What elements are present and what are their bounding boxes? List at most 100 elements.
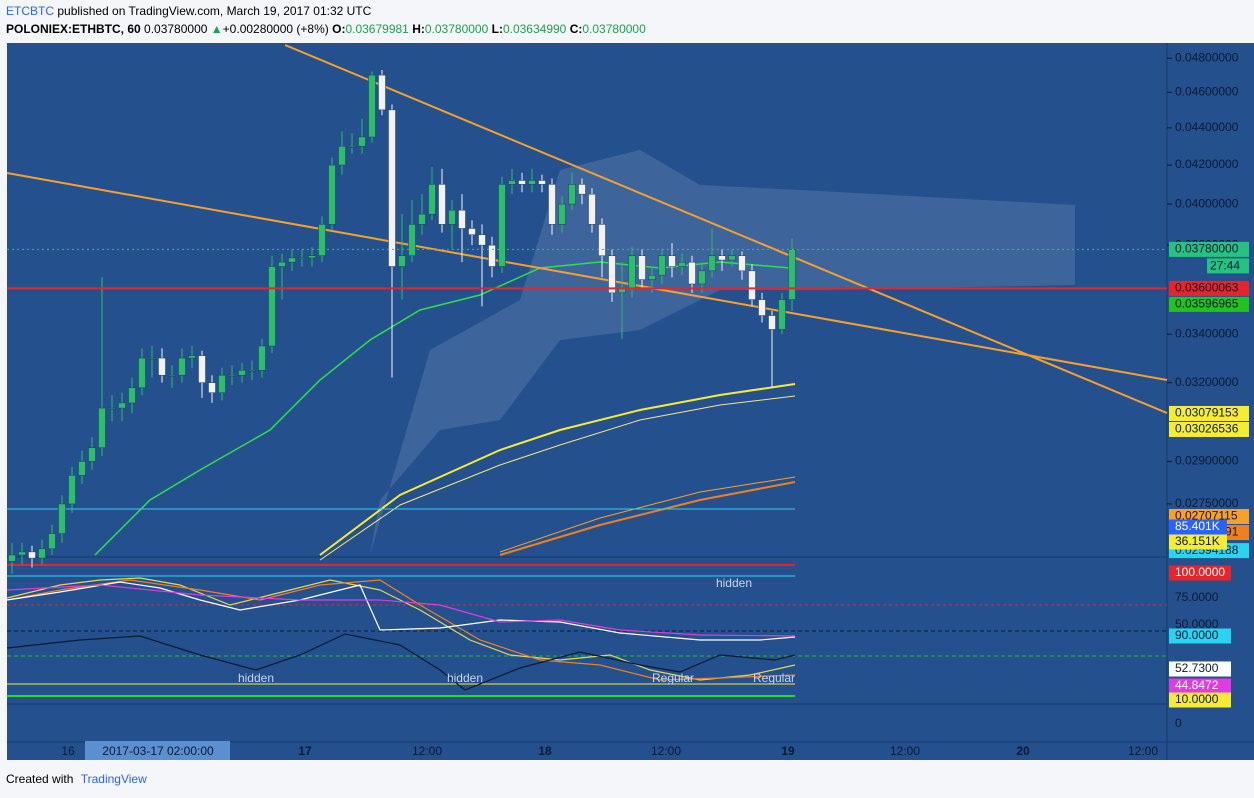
x-tick-label: 2017-03-17 02:00:00 <box>102 744 214 758</box>
candle-body <box>378 74 386 111</box>
candle-body <box>8 554 16 562</box>
candle-body <box>248 370 256 372</box>
high-value: 0.03780000 <box>424 22 489 36</box>
osc-label: 100.0000 <box>1175 565 1225 579</box>
oscillator-line <box>6 579 796 681</box>
candle-body <box>788 249 796 300</box>
osc-tag <box>1169 692 1231 708</box>
x-tick-label: 20 <box>1016 744 1030 758</box>
y-tick-label: 0.02900000 <box>1175 454 1239 468</box>
volume-label: 36.151K <box>1175 534 1220 548</box>
candle-body <box>598 224 606 257</box>
candle-body <box>168 374 176 377</box>
candle-body <box>458 209 466 229</box>
candle-body <box>238 370 246 376</box>
oscillator-line <box>6 577 796 681</box>
candle-body <box>498 184 506 267</box>
annotation: hidden <box>238 671 274 685</box>
price-tag-label: 0.03079153 <box>1175 406 1239 420</box>
candle-body <box>488 244 496 267</box>
x-tick-label: 16 <box>61 744 75 758</box>
candle-body <box>308 255 316 259</box>
instrument: POLONIEX:ETHBTC, 60 <box>6 22 141 36</box>
candle-body <box>728 255 736 261</box>
candle-body <box>408 224 416 257</box>
osc-label: 44.8472 <box>1175 678 1219 692</box>
y-tick-label: 0.04200000 <box>1175 157 1239 171</box>
candle-body <box>118 402 126 409</box>
candle-body <box>258 345 266 371</box>
x-tick-label: 12:00 <box>1128 744 1158 758</box>
volume-tag <box>1169 534 1227 550</box>
price-tag-label: 0.03596965 <box>1175 297 1239 311</box>
candle-body <box>468 228 476 235</box>
osc-label: 50.0000 <box>1175 617 1219 631</box>
candle-body <box>558 203 566 225</box>
osc-label: 90.0000 <box>1175 628 1219 642</box>
header-line-1: ETCBTC published on TradingView.com, Mar… <box>6 4 371 18</box>
candle-body <box>398 255 406 267</box>
osc-label: 0 <box>1175 716 1182 730</box>
annotation: hidden <box>716 576 752 590</box>
countdown: 27:44 <box>1210 259 1240 273</box>
c-label: C: <box>569 22 583 36</box>
candle-body <box>758 299 766 316</box>
candle-body <box>58 503 66 534</box>
oscillator-line <box>6 581 796 641</box>
price-tag <box>1169 405 1249 421</box>
x-tick-label: 12:00 <box>412 744 442 758</box>
candle-body <box>128 387 136 404</box>
last-price: 0.03780000 <box>144 22 208 36</box>
candle-body <box>658 255 666 276</box>
y-tick-label: 0.03200000 <box>1175 375 1239 389</box>
y-tick-label: 0.04800000 <box>1175 50 1239 64</box>
low-value: 0.03634990 <box>502 22 567 36</box>
candle-body <box>98 407 106 449</box>
cloud <box>370 150 1075 555</box>
tradingview-link[interactable]: TradingView <box>80 772 147 786</box>
candle-body <box>138 357 146 388</box>
trend-line <box>284 44 1168 414</box>
candle-body <box>368 74 376 138</box>
candle-body <box>268 266 276 347</box>
candle-body <box>578 184 586 195</box>
candle-body <box>698 270 706 285</box>
candle-body <box>778 299 786 330</box>
price-tag <box>1169 241 1249 257</box>
osc-tag <box>1169 565 1231 581</box>
candle-body <box>638 255 646 280</box>
candle-body <box>588 193 596 225</box>
candle-body <box>438 184 446 225</box>
candle-body <box>548 184 556 225</box>
volume-label: 85.401K <box>1175 519 1220 533</box>
up-arrow: ▲ <box>210 22 223 36</box>
candle-body <box>178 357 186 376</box>
symbol-link[interactable]: ETCBTC <box>6 4 54 18</box>
osc-label: 75.0000 <box>1175 590 1219 604</box>
candle-body <box>188 355 196 359</box>
candle-body <box>328 164 336 225</box>
candle-body <box>108 407 116 410</box>
crosshair-time-bg <box>85 741 230 760</box>
candle-body <box>628 255 636 289</box>
volume-tag <box>1169 519 1227 535</box>
oscillator-line <box>6 633 796 691</box>
x-tick-label: 17 <box>298 744 312 758</box>
candle-body <box>678 261 686 267</box>
trend-line <box>6 172 1168 381</box>
x-tick-label: 12:00 <box>890 744 920 758</box>
footer: Created with TradingView <box>6 772 147 786</box>
candle-body <box>198 355 206 383</box>
candle-body <box>388 109 396 267</box>
change: +0.00280000 (+8%) <box>222 22 329 36</box>
candle-body <box>428 184 436 215</box>
candle-body <box>448 209 456 225</box>
candle-body <box>28 551 36 559</box>
close-value: 0.03780000 <box>582 22 646 36</box>
osc-tag <box>1169 628 1231 644</box>
candle-body <box>148 357 156 360</box>
y-tick-label: 0.04400000 <box>1175 120 1239 134</box>
annotation: Regular <box>652 671 694 685</box>
candle-body <box>478 234 486 246</box>
o-label: O: <box>332 22 346 36</box>
